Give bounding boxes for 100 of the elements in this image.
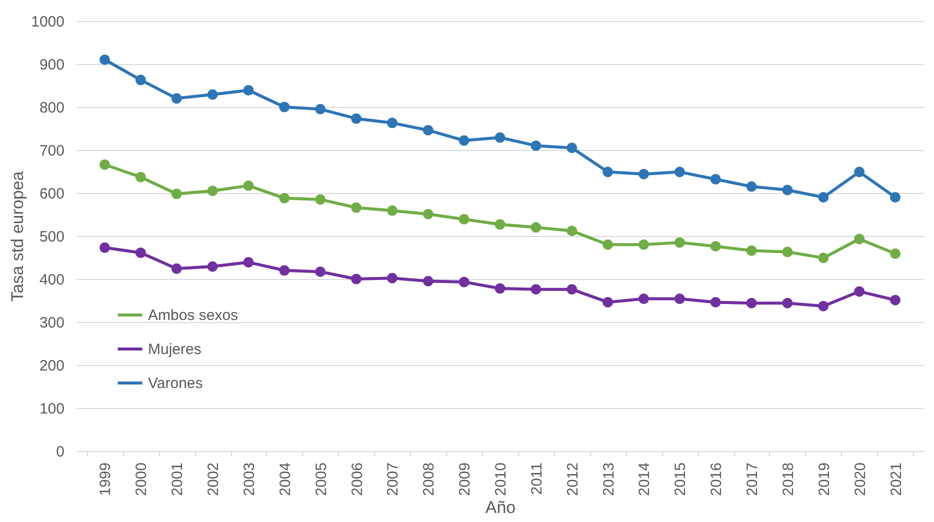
x-tick-label: 1999 (97, 462, 114, 496)
point (530, 284, 542, 295)
x-tick-label: 2010 (492, 462, 510, 496)
point (818, 252, 829, 264)
point (494, 283, 506, 294)
point (422, 124, 434, 136)
x-tick-label: 2016 (708, 462, 726, 496)
y-tick-label: 100 (39, 400, 64, 418)
legend-label: Varones (148, 375, 203, 392)
y-tick-label: 0 (56, 444, 64, 460)
point (530, 140, 542, 151)
point (422, 208, 434, 220)
x-axis-title: Año (485, 498, 516, 517)
x-tick-label: 2012 (564, 462, 582, 496)
y-tick-label: 600 (39, 186, 64, 202)
point (854, 286, 865, 297)
x-tick-label: 2005 (312, 462, 330, 496)
legend-label: Ambos sexos (148, 307, 238, 324)
x-tick-label: 2001 (169, 462, 186, 496)
point (171, 188, 182, 200)
point (279, 265, 290, 276)
point (135, 172, 146, 182)
point (100, 159, 110, 170)
point (351, 113, 362, 124)
x-tick-label: 2000 (133, 462, 150, 496)
y-tick-label: 1000 (31, 14, 64, 30)
point (422, 276, 434, 286)
x-tick-label: 2014 (636, 462, 654, 496)
point (782, 298, 793, 308)
point (890, 192, 900, 203)
point (710, 241, 721, 252)
x-tick-label: 2020 (852, 462, 869, 496)
legend-label: Mujeres (148, 341, 202, 358)
point (890, 294, 900, 306)
point (351, 274, 362, 284)
point (746, 181, 757, 192)
point (315, 266, 326, 277)
point (458, 276, 470, 288)
point (207, 261, 218, 272)
x-tick-label: 2015 (672, 462, 690, 496)
point (315, 104, 326, 114)
point (135, 74, 146, 86)
point (279, 192, 290, 204)
x-tick-label: 2019 (816, 462, 833, 496)
point (854, 234, 865, 244)
point (566, 284, 578, 295)
x-tick-label: 2009 (456, 462, 474, 496)
point (458, 214, 470, 224)
point (566, 226, 578, 236)
point (710, 296, 721, 308)
y-tick-label: 700 (39, 142, 64, 160)
point (494, 219, 506, 230)
x-tick-label: 2021 (888, 462, 905, 496)
point (171, 263, 182, 274)
x-tick-label: 2011 (528, 462, 546, 495)
x-tick-label: 2008 (420, 462, 438, 496)
y-tick-label: 800 (39, 100, 64, 116)
y-tick-label: 300 (39, 314, 64, 332)
point (602, 166, 614, 178)
x-tick-label: 2002 (205, 462, 222, 496)
point (710, 174, 721, 184)
point (566, 142, 578, 154)
point (135, 248, 146, 258)
point (315, 194, 326, 205)
point (458, 135, 470, 146)
point (386, 205, 398, 216)
x-tick-label: 2004 (276, 462, 294, 496)
point (674, 294, 685, 304)
x-tick-label: 2006 (348, 462, 366, 496)
point (854, 166, 865, 178)
x-tick-label: 2007 (384, 462, 402, 496)
x-tick-label: 2017 (744, 462, 762, 496)
point (386, 118, 398, 128)
point (782, 184, 793, 196)
point (386, 272, 398, 284)
point (171, 93, 182, 104)
y-tick-label: 900 (39, 56, 64, 74)
point (494, 132, 506, 143)
point (602, 239, 614, 250)
y-axis-title: Tasa std europea (8, 170, 28, 302)
point (746, 245, 757, 256)
point (890, 248, 900, 259)
point (782, 246, 793, 258)
x-tick-label: 2003 (240, 462, 258, 496)
x-tick-label: 2018 (780, 462, 797, 496)
point (207, 89, 218, 100)
point (100, 242, 110, 253)
point (243, 256, 254, 268)
point (351, 202, 362, 213)
point (746, 298, 757, 308)
point (243, 180, 254, 191)
y-tick-label: 400 (39, 272, 64, 288)
point (818, 300, 829, 312)
point (207, 186, 218, 196)
x-tick-label: 2013 (600, 462, 618, 496)
point (818, 192, 829, 203)
point (243, 84, 254, 96)
point (279, 102, 290, 112)
point (674, 166, 685, 178)
point (638, 168, 649, 180)
